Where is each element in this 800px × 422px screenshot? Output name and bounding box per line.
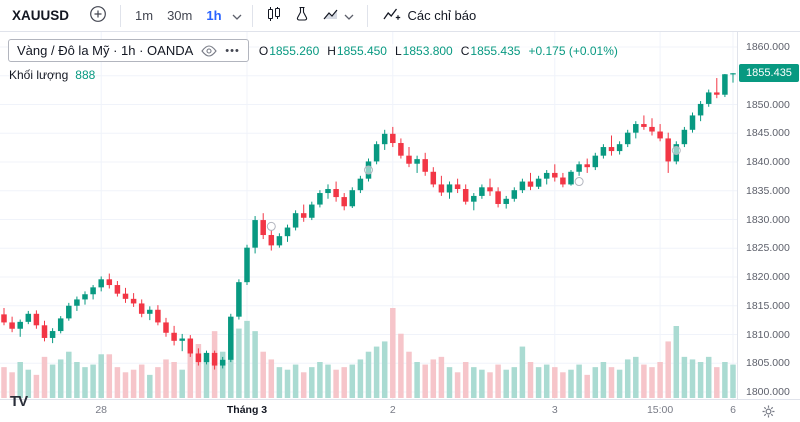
ohlc-high-value: 1855.450 [336,43,387,58]
last-price-label: 1855.435 [739,64,799,83]
flask-icon [294,6,310,25]
indicators-button[interactable]: Các chỉ báo [375,3,485,28]
chart-legend: Vàng / Đô la Mỹ · 1h · OANDA ••• O 1855.2… [8,39,618,62]
axis-corner [737,400,800,422]
toolbar-separator [366,4,368,27]
time-tick: 15:00 [646,404,674,416]
interval-dropdown-button[interactable] [229,4,245,27]
price-tick: 1840.000 [746,156,790,168]
chart-type-button[interactable] [260,2,288,29]
time-tick: 6 [730,404,736,416]
price-axis[interactable]: 1855.435 1860.0001855.0001850.0001845.00… [737,32,800,399]
time-axis[interactable]: 28 Tháng 3 2 3 15:00 6 [0,400,737,422]
volume-legend[interactable]: Khối lượng 888 [9,68,96,82]
interval-30m-button[interactable]: 30m [160,4,199,27]
time-tick: 3 [551,404,558,416]
ohlc-close-label: C [460,43,470,58]
chart-style-button[interactable] [316,2,360,29]
time-tick: 28 [95,404,108,416]
chevron-down-icon [232,8,242,23]
time-tick: 2 [389,404,396,416]
indicators-button-label: Các chỉ báo [407,8,477,23]
ohlc-high-label: H [327,43,336,58]
indicators-icon [383,7,401,24]
more-options-icon[interactable]: ••• [225,44,240,57]
ohlc-readout: O 1855.260 H 1855.450 L 1853.800 C 1855.435 … [258,43,618,58]
plus-circle-icon [89,5,107,26]
price-tick: 1850.000 [746,98,790,111]
price-tick: 1820.000 [746,271,790,283]
time-axis-row: 28 Tháng 3 2 3 15:00 6 [0,399,800,421]
settings-gear-icon[interactable] [762,405,775,418]
candlestick-chart[interactable] [0,32,737,399]
top-toolbar: XAUUSD 1m 30m 1h Các chỉ báo [0,0,800,32]
toolbar-separator [120,4,122,27]
ohlc-open-label: O [258,43,269,58]
ohlc-low-value: 1853.800 [402,43,453,58]
legend-title: Vàng / Đô la Mỹ · 1h · OANDA [17,43,194,58]
ohlc-low-label: L [394,43,402,58]
chevron-down-icon [344,8,354,23]
legend-source-box[interactable]: Vàng / Đô la Mỹ · 1h · OANDA ••• [8,39,249,62]
ohlc-close-value: 1855.435 [470,43,521,58]
price-tick: 1835.000 [746,184,790,197]
volume-label: Khối lượng [9,68,69,82]
chart-plot: Vàng / Đô la Mỹ · 1h · OANDA ••• O 1855.2… [0,32,737,399]
interval-1h-button[interactable]: 1h [199,4,228,27]
time-tick: Tháng 3 [226,404,268,416]
compare-add-button[interactable] [83,1,113,30]
candlestick-chart-icon [266,6,282,25]
price-tick: 1810.000 [746,328,790,341]
price-tick: 1860.000 [746,41,790,53]
interval-1m-button[interactable]: 1m [128,4,160,27]
ohlc-open-value: 1855.260 [269,43,320,58]
price-change: +0.175 (+0.01%) [528,43,618,58]
price-tick: 1845.000 [746,127,790,140]
price-tick: 1825.000 [746,242,790,255]
price-tick: 1805.000 [746,357,790,370]
indicator-templates-button[interactable] [288,2,316,29]
tradingview-logo[interactable]: TV [10,393,28,410]
price-tick: 1830.000 [746,213,790,226]
toolbar-separator [251,4,253,27]
eye-icon[interactable] [201,44,217,57]
symbol-name[interactable]: XAUUSD [12,8,70,23]
price-tick: 1800.000 [746,386,790,398]
volume-value: 888 [75,68,96,82]
area-chart-icon [322,6,340,25]
price-tick: 1815.000 [746,299,790,312]
